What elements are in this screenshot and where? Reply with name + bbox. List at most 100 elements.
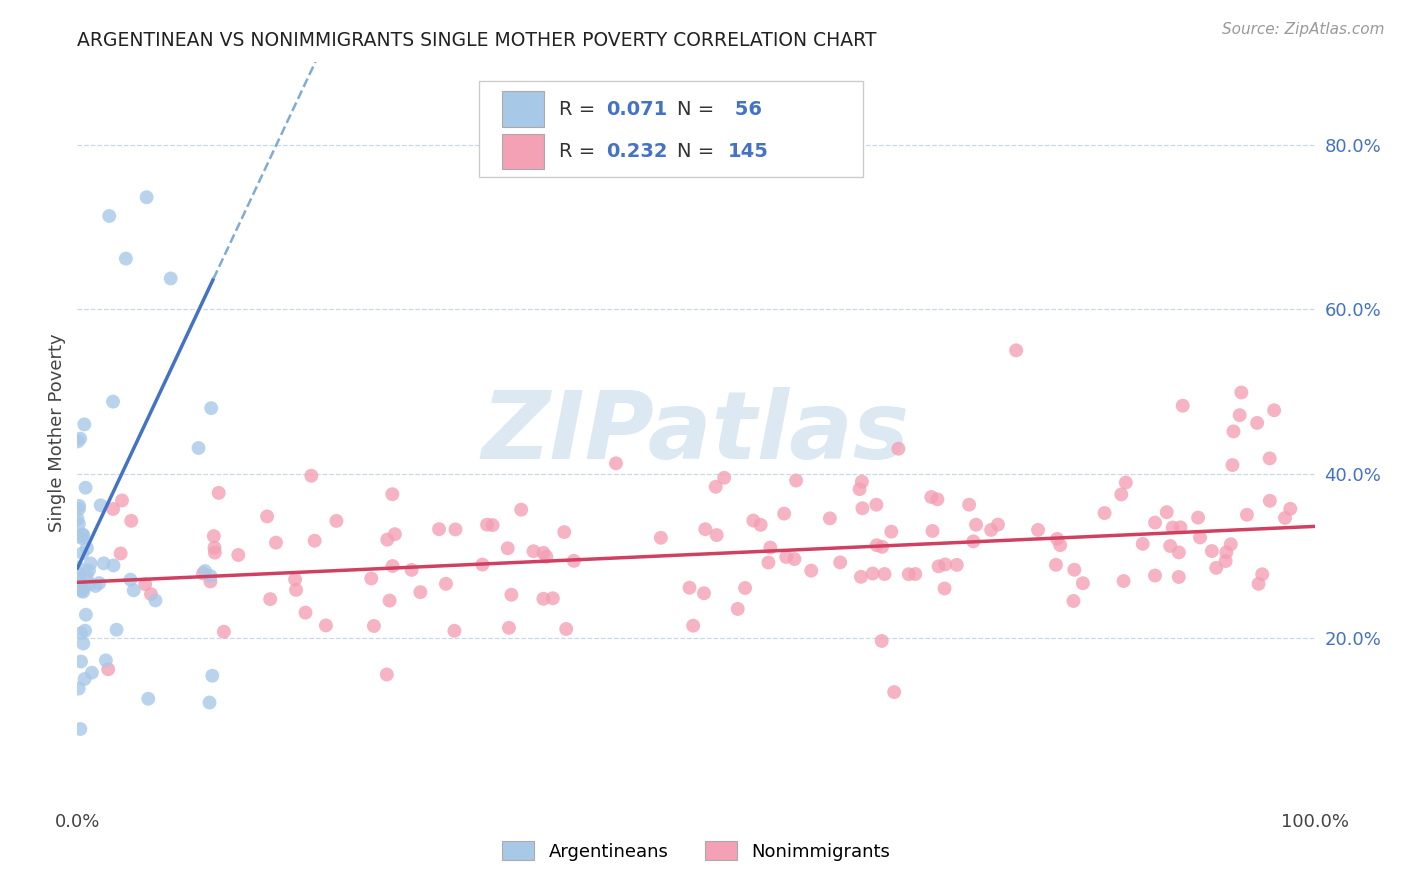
Point <box>75 624 97 638</box>
Point <box>101 502 124 516</box>
Text: Source: ZipAtlas.com: Source: ZipAtlas.com <box>1222 22 1385 37</box>
Point <box>1112 574 1135 588</box>
Point <box>159 271 181 285</box>
Point <box>443 624 465 638</box>
Point <box>110 546 132 560</box>
Point <box>66 560 89 574</box>
Point <box>200 569 222 583</box>
Point <box>72 527 94 541</box>
Point <box>444 523 467 537</box>
Point <box>1215 554 1237 568</box>
Point <box>1049 538 1071 552</box>
Point <box>294 606 316 620</box>
Point <box>93 557 115 571</box>
Point <box>510 502 533 516</box>
Point <box>76 541 98 556</box>
Point <box>727 602 749 616</box>
Point <box>1071 576 1094 591</box>
Point <box>866 538 889 552</box>
Point <box>145 593 167 607</box>
Point <box>1263 403 1285 417</box>
Point <box>481 518 503 533</box>
Text: R =: R = <box>558 100 602 119</box>
Point <box>67 529 90 543</box>
Point <box>749 517 772 532</box>
Point <box>139 587 162 601</box>
Point <box>1026 523 1049 537</box>
Point <box>77 563 100 577</box>
Point <box>73 672 96 686</box>
Point <box>384 527 406 541</box>
Point <box>1205 561 1227 575</box>
Point <box>934 582 956 596</box>
Point <box>848 482 870 496</box>
Point <box>880 524 903 539</box>
Point <box>471 558 494 572</box>
Point <box>111 493 134 508</box>
Point <box>434 577 457 591</box>
Point <box>522 544 544 558</box>
Point <box>1219 537 1241 551</box>
Point <box>1167 545 1189 559</box>
Point <box>200 574 222 589</box>
Point <box>1229 408 1251 422</box>
Point <box>284 573 307 587</box>
Point <box>1161 520 1184 534</box>
Point <box>498 621 520 635</box>
Point <box>920 490 942 504</box>
Point <box>136 691 159 706</box>
Point <box>84 579 107 593</box>
Point <box>72 528 94 542</box>
Point <box>315 618 337 632</box>
Point <box>198 696 221 710</box>
Point <box>67 502 90 516</box>
Point <box>759 541 782 555</box>
Point <box>375 667 398 681</box>
Text: ZIPatlas: ZIPatlas <box>482 386 910 479</box>
Point <box>1156 505 1178 519</box>
Point <box>862 566 884 581</box>
Point <box>1247 577 1270 591</box>
Point <box>897 567 920 582</box>
Point <box>73 417 96 432</box>
Text: N =: N = <box>678 142 721 161</box>
Point <box>1171 399 1194 413</box>
Point <box>1170 520 1192 534</box>
Point <box>921 524 943 538</box>
Point <box>304 533 326 548</box>
Point <box>427 522 450 536</box>
Point <box>66 512 89 526</box>
Point <box>1222 425 1244 439</box>
Point <box>67 499 90 513</box>
Point <box>1159 539 1181 553</box>
Point <box>704 480 727 494</box>
Point <box>1143 568 1166 582</box>
Point <box>1258 451 1281 466</box>
Point <box>1215 545 1237 559</box>
Point <box>475 517 498 532</box>
Point <box>101 394 124 409</box>
Point <box>980 523 1002 537</box>
Point <box>70 531 93 545</box>
Point <box>79 557 101 571</box>
Point <box>70 583 93 598</box>
Text: ARGENTINEAN VS NONIMMIGRANTS SINGLE MOTHER POVERTY CORRELATION CHART: ARGENTINEAN VS NONIMMIGRANTS SINGLE MOTH… <box>77 30 877 50</box>
Point <box>79 577 101 591</box>
Point <box>264 535 287 549</box>
Point <box>883 685 905 699</box>
Point <box>187 441 209 455</box>
Point <box>555 622 578 636</box>
Point <box>1201 544 1223 558</box>
Point <box>870 634 893 648</box>
Point <box>1109 487 1132 501</box>
Point <box>98 209 121 223</box>
Point <box>122 583 145 598</box>
Point <box>69 432 91 446</box>
Point <box>259 592 281 607</box>
Point <box>325 514 347 528</box>
Point <box>75 607 97 622</box>
Point <box>1222 458 1244 472</box>
Point <box>1005 343 1028 358</box>
Text: 0.232: 0.232 <box>606 142 668 161</box>
Point <box>830 555 852 569</box>
